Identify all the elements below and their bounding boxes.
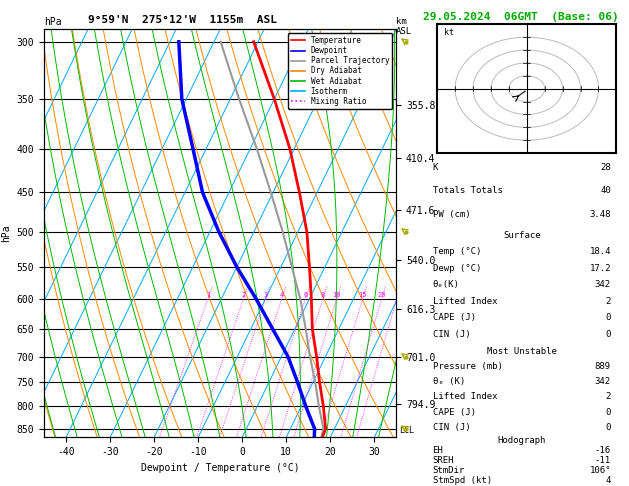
- Text: Lifted Index: Lifted Index: [433, 392, 497, 401]
- Text: θₑ(K): θₑ(K): [433, 280, 459, 289]
- Text: PW (cm): PW (cm): [433, 210, 470, 219]
- Text: 10: 10: [333, 292, 341, 298]
- Text: 40: 40: [600, 186, 611, 195]
- Text: Totals Totals: Totals Totals: [433, 186, 503, 195]
- Text: LCL: LCL: [399, 426, 414, 435]
- Text: K: K: [433, 163, 438, 172]
- X-axis label: Dewpoint / Temperature (°C): Dewpoint / Temperature (°C): [141, 463, 299, 473]
- Text: 17.2: 17.2: [589, 264, 611, 273]
- Text: 4: 4: [606, 476, 611, 486]
- Text: Surface: Surface: [503, 231, 540, 240]
- Text: kt: kt: [444, 28, 454, 36]
- Y-axis label: hPa: hPa: [1, 225, 11, 242]
- Text: Most Unstable: Most Unstable: [487, 347, 557, 356]
- Text: CIN (J): CIN (J): [433, 330, 470, 339]
- Text: 0: 0: [606, 313, 611, 322]
- Text: θₑ (K): θₑ (K): [433, 377, 465, 386]
- Text: 2: 2: [606, 297, 611, 306]
- Text: 9°59'N  275°12'W  1155m  ASL: 9°59'N 275°12'W 1155m ASL: [88, 15, 277, 25]
- Legend: Temperature, Dewpoint, Parcel Trajectory, Dry Adiabat, Wet Adiabat, Isotherm, Mi: Temperature, Dewpoint, Parcel Trajectory…: [288, 33, 392, 109]
- Text: CIN (J): CIN (J): [433, 423, 470, 432]
- Text: -11: -11: [595, 456, 611, 466]
- Text: 3.48: 3.48: [589, 210, 611, 219]
- Text: Lifted Index: Lifted Index: [433, 297, 497, 306]
- Text: 15: 15: [359, 292, 367, 298]
- Text: 1: 1: [206, 292, 210, 298]
- Text: 29.05.2024  06GMT  (Base: 06): 29.05.2024 06GMT (Base: 06): [423, 12, 618, 22]
- Text: 18.4: 18.4: [589, 247, 611, 256]
- Text: EH: EH: [433, 447, 443, 455]
- Text: 8: 8: [321, 292, 325, 298]
- Text: StmDir: StmDir: [433, 467, 465, 475]
- Text: 0: 0: [606, 408, 611, 417]
- Text: Pressure (mb): Pressure (mb): [433, 362, 503, 371]
- Text: 2: 2: [242, 292, 246, 298]
- Text: 342: 342: [595, 377, 611, 386]
- Text: SREH: SREH: [433, 456, 454, 466]
- Text: 4: 4: [280, 292, 284, 298]
- Text: Dewp (°C): Dewp (°C): [433, 264, 481, 273]
- Text: Temp (°C): Temp (°C): [433, 247, 481, 256]
- Text: Hodograph: Hodograph: [498, 436, 546, 446]
- Text: 0: 0: [606, 330, 611, 339]
- Text: 342: 342: [595, 280, 611, 289]
- Text: 20: 20: [377, 292, 386, 298]
- Text: 3: 3: [264, 292, 268, 298]
- Text: 106°: 106°: [589, 467, 611, 475]
- Text: 28: 28: [600, 163, 611, 172]
- Text: 889: 889: [595, 362, 611, 371]
- Text: hPa: hPa: [44, 17, 62, 27]
- Text: 2: 2: [606, 392, 611, 401]
- Text: 6: 6: [304, 292, 308, 298]
- Text: 0: 0: [606, 423, 611, 432]
- Text: -16: -16: [595, 447, 611, 455]
- Text: km
ASL: km ASL: [396, 17, 413, 35]
- Text: CAPE (J): CAPE (J): [433, 313, 476, 322]
- Text: CAPE (J): CAPE (J): [433, 408, 476, 417]
- Text: StmSpd (kt): StmSpd (kt): [433, 476, 492, 486]
